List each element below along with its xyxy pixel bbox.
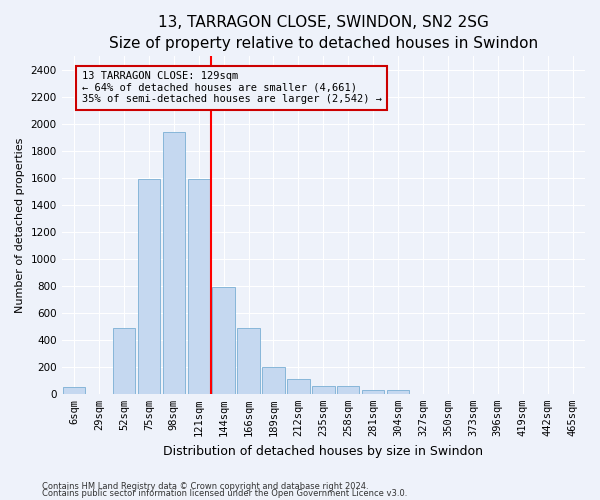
Bar [188,179,210,394]
Bar [362,390,385,394]
Bar [387,390,409,394]
Title: 13, TARRAGON CLOSE, SWINDON, SN2 2SG
Size of property relative to detached house: 13, TARRAGON CLOSE, SWINDON, SN2 2SG Siz… [109,15,538,51]
Bar [113,328,135,394]
Text: 13 TARRAGON CLOSE: 129sqm
← 64% of detached houses are smaller (4,661)
35% of se: 13 TARRAGON CLOSE: 129sqm ← 64% of detac… [82,71,382,104]
Bar [312,386,335,394]
Bar [337,386,359,394]
Bar [137,179,160,394]
Bar [262,368,285,394]
Bar [238,328,260,394]
Text: Contains public sector information licensed under the Open Government Licence v3: Contains public sector information licen… [42,490,407,498]
Bar [163,132,185,394]
Y-axis label: Number of detached properties: Number of detached properties [15,138,25,313]
Bar [63,387,85,394]
Bar [287,379,310,394]
Text: Contains HM Land Registry data © Crown copyright and database right 2024.: Contains HM Land Registry data © Crown c… [42,482,368,491]
X-axis label: Distribution of detached houses by size in Swindon: Distribution of detached houses by size … [163,444,484,458]
Bar [212,287,235,394]
